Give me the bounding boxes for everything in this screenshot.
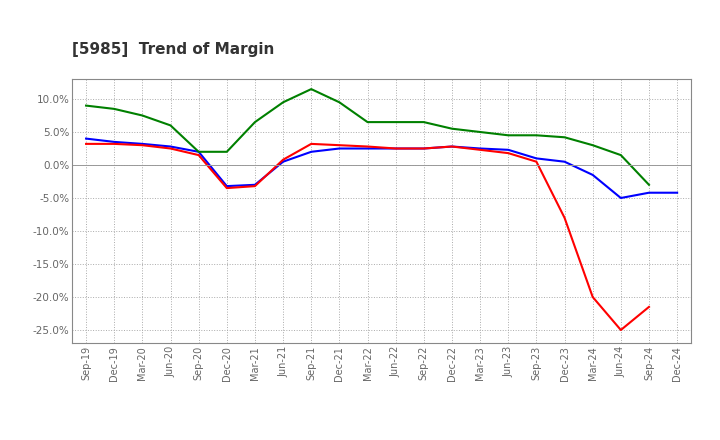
Net Income bbox=[420, 146, 428, 151]
Ordinary Income bbox=[476, 146, 485, 151]
Ordinary Income bbox=[392, 146, 400, 151]
Ordinary Income bbox=[307, 149, 315, 154]
Ordinary Income bbox=[138, 141, 147, 147]
Net Income bbox=[110, 141, 119, 147]
Net Income bbox=[644, 304, 653, 310]
Net Income bbox=[616, 327, 625, 333]
Ordinary Income bbox=[335, 146, 343, 151]
Net Income bbox=[194, 153, 203, 158]
Operating Cashflow bbox=[363, 120, 372, 125]
Ordinary Income bbox=[110, 139, 119, 144]
Ordinary Income bbox=[448, 144, 456, 149]
Net Income bbox=[222, 186, 231, 191]
Ordinary Income bbox=[504, 147, 513, 153]
Ordinary Income bbox=[251, 182, 259, 187]
Operating Cashflow bbox=[251, 120, 259, 125]
Net Income bbox=[251, 183, 259, 189]
Operating Cashflow bbox=[222, 149, 231, 154]
Operating Cashflow bbox=[532, 133, 541, 138]
Operating Cashflow bbox=[279, 100, 287, 105]
Ordinary Income bbox=[222, 183, 231, 189]
Operating Cashflow bbox=[616, 153, 625, 158]
Operating Cashflow bbox=[392, 120, 400, 125]
Net Income bbox=[504, 150, 513, 156]
Ordinary Income bbox=[279, 159, 287, 165]
Ordinary Income bbox=[82, 136, 91, 141]
Net Income bbox=[279, 157, 287, 162]
Operating Cashflow bbox=[588, 143, 597, 148]
Operating Cashflow bbox=[420, 120, 428, 125]
Line: Operating Cashflow: Operating Cashflow bbox=[86, 89, 649, 185]
Operating Cashflow bbox=[307, 87, 315, 92]
Net Income bbox=[307, 141, 315, 147]
Ordinary Income bbox=[532, 156, 541, 161]
Net Income bbox=[588, 294, 597, 300]
Operating Cashflow bbox=[110, 106, 119, 111]
Operating Cashflow bbox=[448, 126, 456, 131]
Ordinary Income bbox=[588, 172, 597, 177]
Line: Net Income: Net Income bbox=[86, 144, 649, 330]
Ordinary Income bbox=[672, 190, 681, 195]
Net Income bbox=[448, 144, 456, 149]
Operating Cashflow bbox=[138, 113, 147, 118]
Ordinary Income bbox=[616, 195, 625, 201]
Net Income bbox=[560, 215, 569, 220]
Net Income bbox=[363, 144, 372, 149]
Operating Cashflow bbox=[560, 135, 569, 140]
Text: [5985]  Trend of Margin: [5985] Trend of Margin bbox=[72, 42, 274, 57]
Operating Cashflow bbox=[504, 133, 513, 138]
Net Income bbox=[138, 143, 147, 148]
Ordinary Income bbox=[194, 149, 203, 154]
Ordinary Income bbox=[420, 146, 428, 151]
Ordinary Income bbox=[166, 144, 175, 149]
Operating Cashflow bbox=[335, 100, 343, 105]
Ordinary Income bbox=[560, 159, 569, 165]
Operating Cashflow bbox=[166, 123, 175, 128]
Line: Ordinary Income: Ordinary Income bbox=[86, 139, 677, 198]
Net Income bbox=[476, 147, 485, 153]
Operating Cashflow bbox=[644, 182, 653, 187]
Net Income bbox=[335, 143, 343, 148]
Net Income bbox=[166, 146, 175, 151]
Operating Cashflow bbox=[194, 149, 203, 154]
Operating Cashflow bbox=[82, 103, 91, 108]
Net Income bbox=[532, 159, 541, 165]
Net Income bbox=[82, 141, 91, 147]
Operating Cashflow bbox=[476, 129, 485, 135]
Ordinary Income bbox=[363, 146, 372, 151]
Ordinary Income bbox=[644, 190, 653, 195]
Net Income bbox=[392, 146, 400, 151]
